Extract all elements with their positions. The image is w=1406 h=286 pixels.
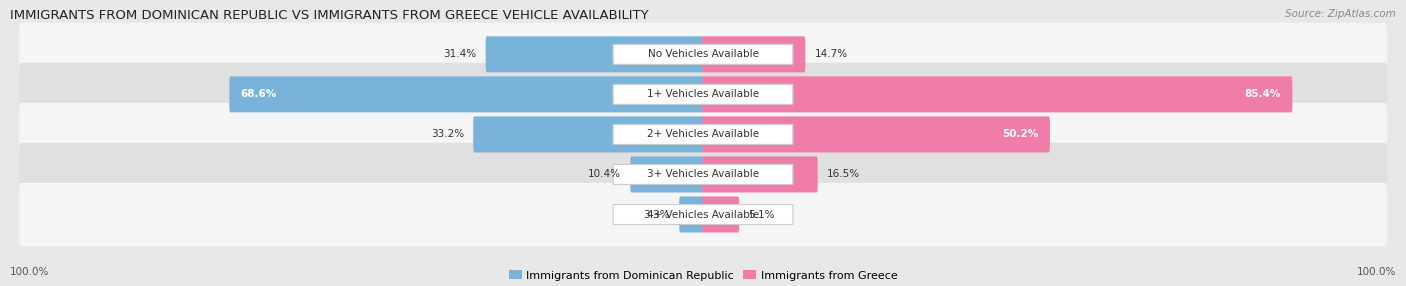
Legend: Immigrants from Dominican Republic, Immigrants from Greece: Immigrants from Dominican Republic, Immi… — [505, 266, 901, 285]
Text: 10.4%: 10.4% — [588, 170, 621, 179]
Text: 3.3%: 3.3% — [644, 210, 669, 219]
FancyBboxPatch shape — [229, 76, 704, 112]
Text: 33.2%: 33.2% — [430, 130, 464, 139]
FancyBboxPatch shape — [613, 164, 793, 184]
FancyBboxPatch shape — [474, 116, 704, 152]
Text: 3+ Vehicles Available: 3+ Vehicles Available — [647, 170, 759, 179]
FancyBboxPatch shape — [613, 204, 793, 225]
FancyBboxPatch shape — [702, 196, 740, 233]
FancyBboxPatch shape — [702, 76, 1292, 112]
FancyBboxPatch shape — [613, 124, 793, 144]
FancyBboxPatch shape — [702, 156, 818, 192]
Text: No Vehicles Available: No Vehicles Available — [648, 49, 758, 59]
FancyBboxPatch shape — [702, 116, 1050, 152]
FancyBboxPatch shape — [18, 103, 1388, 166]
FancyBboxPatch shape — [613, 84, 793, 104]
FancyBboxPatch shape — [613, 44, 793, 64]
Text: 16.5%: 16.5% — [827, 170, 860, 179]
FancyBboxPatch shape — [702, 36, 806, 72]
Text: 100.0%: 100.0% — [1357, 267, 1396, 277]
Text: 31.4%: 31.4% — [443, 49, 477, 59]
Text: 85.4%: 85.4% — [1244, 90, 1281, 99]
Text: 50.2%: 50.2% — [1002, 130, 1039, 139]
FancyBboxPatch shape — [630, 156, 704, 192]
Text: Source: ZipAtlas.com: Source: ZipAtlas.com — [1285, 9, 1396, 19]
Text: 4+ Vehicles Available: 4+ Vehicles Available — [647, 210, 759, 219]
FancyBboxPatch shape — [18, 183, 1388, 246]
Text: 5.1%: 5.1% — [748, 210, 775, 219]
Text: 100.0%: 100.0% — [10, 267, 49, 277]
FancyBboxPatch shape — [18, 143, 1388, 206]
FancyBboxPatch shape — [18, 63, 1388, 126]
Text: 2+ Vehicles Available: 2+ Vehicles Available — [647, 130, 759, 139]
Text: 1+ Vehicles Available: 1+ Vehicles Available — [647, 90, 759, 99]
Text: 14.7%: 14.7% — [814, 49, 848, 59]
FancyBboxPatch shape — [679, 196, 704, 233]
FancyBboxPatch shape — [18, 23, 1388, 86]
Text: 68.6%: 68.6% — [240, 90, 277, 99]
Text: IMMIGRANTS FROM DOMINICAN REPUBLIC VS IMMIGRANTS FROM GREECE VEHICLE AVAILABILIT: IMMIGRANTS FROM DOMINICAN REPUBLIC VS IM… — [10, 9, 648, 21]
FancyBboxPatch shape — [485, 36, 704, 72]
